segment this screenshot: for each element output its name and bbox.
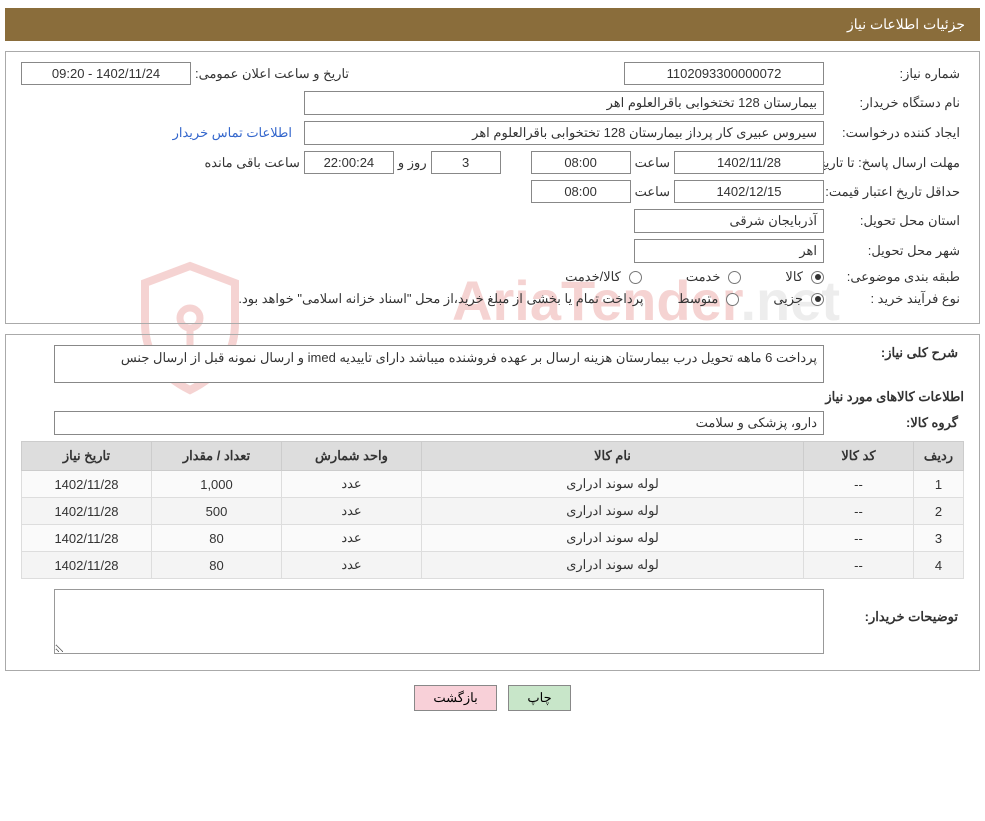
radio-service-label: خدمت: [682, 269, 725, 285]
overall-label: شرح کلی نیاز:: [824, 345, 964, 361]
cell-date: 1402/11/28: [22, 471, 152, 498]
announce-value: 1402/11/24 - 09:20: [21, 62, 191, 85]
buyer-contact-link[interactable]: اطلاعات تماس خریدار: [169, 125, 296, 141]
reply-date-value: 1402/11/28: [674, 151, 824, 174]
cell-code: --: [804, 525, 914, 552]
cell-unit: عدد: [282, 498, 422, 525]
page-title: جزئیات اطلاعات نیاز: [847, 16, 965, 32]
overall-value: پرداخت 6 ماهه تحویل درب بیمارستان هزینه …: [54, 345, 824, 383]
cell-row: 1: [914, 471, 964, 498]
cell-row: 2: [914, 498, 964, 525]
radio-medium[interactable]: متوسط: [673, 291, 739, 307]
deliv-city-value: اهر: [634, 239, 824, 263]
radio-partial-circle: [811, 293, 824, 306]
th-qty: تعداد / مقدار: [152, 442, 282, 471]
remaining-label: ساعت باقی مانده: [200, 155, 303, 171]
table-row: 2--لوله سوند ادراریعدد5001402/11/28: [22, 498, 964, 525]
reply-deadline-label: مهلت ارسال پاسخ: تا تاریخ:: [824, 155, 964, 171]
price-valid-text: حداقل تاریخ اعتبار قیمت:: [825, 184, 960, 199]
reply-deadline-text: مهلت ارسال پاسخ:: [858, 155, 960, 170]
cell-name: لوله سوند ادراری: [422, 471, 804, 498]
announce-label: تاریخ و ساعت اعلان عمومی:: [191, 66, 353, 82]
cell-name: لوله سوند ادراری: [422, 525, 804, 552]
cell-qty: 500: [152, 498, 282, 525]
table-row: 3--لوله سوند ادراریعدد801402/11/28: [22, 525, 964, 552]
buy-note: پرداخت تمام یا بخشی از مبلغ خرید،از محل …: [238, 291, 643, 307]
items-title: اطلاعات کالاهای مورد نیاز: [21, 389, 964, 405]
radio-goods[interactable]: کالا: [781, 269, 824, 285]
reply-time-value: 08:00: [531, 151, 631, 174]
countdown-value: 22:00:24: [304, 151, 394, 174]
price-valid-time-value: 08:00: [531, 180, 631, 203]
days-and-label: روز و: [394, 155, 431, 171]
radio-medium-label: متوسط: [673, 291, 722, 307]
th-unit: واحد شمارش: [282, 442, 422, 471]
cell-unit: عدد: [282, 525, 422, 552]
deliv-city-label: شهر محل تحویل:: [824, 243, 964, 259]
page-header: جزئیات اطلاعات نیاز: [5, 8, 980, 41]
cell-row: 3: [914, 525, 964, 552]
print-button[interactable]: چاپ: [508, 685, 570, 711]
radio-partial[interactable]: جزیی: [769, 291, 824, 307]
need-no-label: شماره نیاز:: [824, 66, 964, 82]
cell-date: 1402/11/28: [22, 552, 152, 579]
back-button[interactable]: بازگشت: [414, 685, 496, 711]
cell-date: 1402/11/28: [22, 525, 152, 552]
group-value: دارو، پزشکی و سلامت: [54, 411, 824, 435]
buy-process-label: نوع فرآیند خرید :: [824, 291, 964, 307]
cell-row: 4: [914, 552, 964, 579]
buttons-row: چاپ بازگشت: [0, 685, 985, 711]
cell-qty: 1,000: [152, 471, 282, 498]
price-valid-date-value: 1402/12/15: [674, 180, 824, 203]
radio-goods-service-label: کالا/خدمت: [561, 269, 625, 285]
requester-label: ایجاد کننده درخواست:: [824, 125, 964, 141]
subject-class-label: طبقه بندی موضوعی:: [824, 269, 964, 285]
remaining-days-value: 3: [431, 151, 501, 174]
time-label-2: ساعت: [631, 184, 674, 200]
detail-panel: شرح کلی نیاز: پرداخت 6 ماهه تحویل درب بی…: [5, 334, 980, 671]
radio-service-circle: [728, 271, 741, 284]
items-table: ردیف کد کالا نام کالا واحد شمارش تعداد /…: [21, 441, 964, 579]
buyer-org-label: نام دستگاه خریدار:: [824, 95, 964, 111]
cell-name: لوله سوند ادراری: [422, 552, 804, 579]
th-name: نام کالا: [422, 442, 804, 471]
buyer-org-value: بیمارستان 128 تختخوابی باقرالعلوم اهر: [304, 91, 824, 115]
cell-unit: عدد: [282, 471, 422, 498]
requester-value: سیروس عبیری کار پرداز بیمارستان 128 تختخ…: [304, 121, 824, 145]
th-date: تاریخ نیاز: [22, 442, 152, 471]
need-no-value: 1102093300000072: [624, 62, 824, 85]
price-valid-label: حداقل تاریخ اعتبار قیمت: تا تاریخ:: [824, 184, 964, 200]
cell-unit: عدد: [282, 552, 422, 579]
deliv-province-label: استان محل تحویل:: [824, 213, 964, 229]
radio-service[interactable]: خدمت: [682, 269, 742, 285]
th-code: کد کالا: [804, 442, 914, 471]
cell-name: لوله سوند ادراری: [422, 498, 804, 525]
cell-qty: 80: [152, 525, 282, 552]
radio-goods-circle: [811, 271, 824, 284]
cell-code: --: [804, 552, 914, 579]
radio-goods-label: کالا: [781, 269, 807, 285]
radio-goods-service[interactable]: کالا/خدمت: [561, 269, 642, 285]
cell-code: --: [804, 498, 914, 525]
table-row: 4--لوله سوند ادراریعدد801402/11/28: [22, 552, 964, 579]
cell-date: 1402/11/28: [22, 498, 152, 525]
th-row: ردیف: [914, 442, 964, 471]
time-label-1: ساعت: [631, 155, 674, 171]
radio-goods-service-circle: [629, 271, 642, 284]
buyer-notes-label: توضیحات خریدار:: [824, 589, 964, 625]
group-label: گروه کالا:: [824, 415, 964, 431]
table-row: 1--لوله سوند ادراریعدد1,0001402/11/28: [22, 471, 964, 498]
radio-medium-circle: [726, 293, 739, 306]
buyer-notes-textarea[interactable]: [54, 589, 824, 654]
deliv-province-value: آذربایجان شرقی: [634, 209, 824, 233]
radio-partial-label: جزیی: [769, 291, 807, 307]
cell-code: --: [804, 471, 914, 498]
info-panel: شماره نیاز: 1102093300000072 تاریخ و ساع…: [5, 51, 980, 324]
cell-qty: 80: [152, 552, 282, 579]
